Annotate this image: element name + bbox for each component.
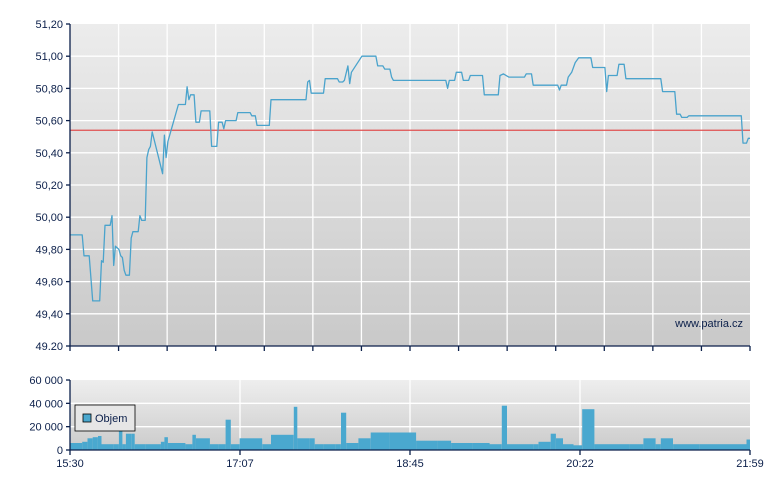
volume-bar [134, 444, 146, 450]
time-tick-label: 20:22 [566, 458, 594, 470]
price-panel: 51,20 51,00 50,80 50,60 50,40 50,20 50,00 49,80… [35, 19, 751, 353]
volume-bar [507, 444, 534, 450]
volume-bar [82, 441, 88, 450]
volume-bar [125, 433, 132, 450]
volume-bar [725, 444, 747, 450]
volume-bar [160, 441, 165, 450]
volume-bar [335, 444, 341, 450]
volume-bar [655, 444, 661, 450]
volume-bar [98, 436, 102, 450]
price-y-ticks: 51,20 51,00 50,80 50,60 50,40 50,20 50,00 49,80… [35, 19, 70, 353]
volume-bar [293, 406, 298, 450]
volume-bar [192, 434, 196, 450]
price-tick-label: 50,20 [35, 180, 63, 192]
volume-bar [660, 438, 673, 450]
volume-bar [573, 445, 583, 450]
price-tick-label: 49,60 [35, 277, 63, 289]
volume-bar [70, 443, 83, 450]
volume-tick-label: 40 000 [29, 398, 63, 410]
volume-bar [167, 443, 186, 450]
volume-bar [297, 438, 310, 450]
volume-bar [225, 419, 231, 450]
volume-bar [699, 444, 726, 450]
volume-bar [489, 444, 502, 450]
volume-bar [145, 444, 161, 450]
price-tick-label: 49,80 [35, 244, 63, 256]
price-tick-label: 49.20 [35, 341, 63, 353]
price-x-ticks [69, 346, 751, 351]
watermark: www.patria.cz [674, 318, 743, 330]
volume-bar [501, 405, 507, 450]
volume-bar [87, 438, 93, 450]
price-tick-label: 50,00 [35, 212, 63, 224]
volume-tick-label: 0 [57, 445, 63, 457]
volume-bars [70, 405, 750, 450]
volume-bar [271, 434, 289, 450]
volume-bar [346, 443, 359, 450]
volume-bar [218, 444, 226, 450]
time-tick-label: 17:07 [226, 458, 254, 470]
volume-bar [288, 434, 294, 450]
volume-bar [472, 443, 490, 450]
price-tick-label: 50,60 [35, 116, 63, 128]
volume-bar [389, 432, 417, 450]
time-tick-label: 21:59 [736, 458, 764, 470]
volume-panel: 60 000 40 000 20 000 0 15:30 17:07 18:45 20:22… [29, 375, 763, 470]
price-gridlines [70, 24, 750, 346]
volume-tick-label: 20 000 [29, 422, 63, 434]
volume-bar [185, 444, 193, 450]
volume-bar [253, 438, 263, 450]
volume-bar [195, 438, 210, 450]
price-tick-label: 49,40 [35, 309, 63, 321]
volume-y-ticks: 60 000 40 000 20 000 0 [29, 375, 70, 457]
volume-gridlines [70, 380, 750, 450]
price-tick-label: 51,00 [35, 51, 63, 63]
legend-label: Objem [95, 413, 127, 425]
volume-bar [230, 444, 240, 450]
volume-bar [563, 444, 574, 450]
time-tick-label: 18:45 [396, 458, 424, 470]
price-tick-label: 51,20 [35, 19, 63, 31]
volume-bar [550, 433, 556, 450]
volume-bar [309, 438, 315, 450]
volume-bar [451, 443, 473, 450]
volume-bar [164, 437, 168, 450]
volume-bar [533, 444, 539, 450]
volume-bar [437, 440, 452, 450]
price-tick-label: 50,80 [35, 83, 63, 95]
volume-bar [643, 438, 656, 450]
volume-bar [131, 433, 135, 450]
volume-bar [209, 444, 219, 450]
volume-bar [314, 444, 324, 450]
volume-bar [538, 441, 551, 450]
volume-bar [239, 438, 254, 450]
volume-bar [113, 444, 119, 450]
volume-bar [746, 439, 750, 450]
legend-swatch-icon [82, 413, 92, 423]
volume-bar [358, 438, 371, 450]
volume-bar [262, 444, 271, 450]
volume-bar [594, 444, 630, 450]
volume-bar [341, 412, 347, 450]
time-tick-label: 15:30 [56, 458, 84, 470]
volume-bar [416, 440, 438, 450]
volume-bar [323, 444, 336, 450]
price-line [70, 55, 750, 302]
time-axis-ticks: 15:30 17:07 18:45 20:22 21:59 [56, 450, 764, 470]
volume-bar [673, 444, 700, 450]
volume-bar [629, 444, 644, 450]
volume-tick-label: 60 000 [29, 375, 63, 387]
volume-bar [582, 409, 595, 450]
price-tick-label: 50,40 [35, 148, 63, 160]
volume-bar [92, 437, 98, 450]
volume-bar [556, 438, 563, 450]
volume-bar [122, 444, 126, 450]
volume-bar [118, 427, 123, 450]
volume-bar [101, 444, 114, 450]
volume-bar [370, 432, 390, 450]
legend: Objem [74, 404, 136, 432]
